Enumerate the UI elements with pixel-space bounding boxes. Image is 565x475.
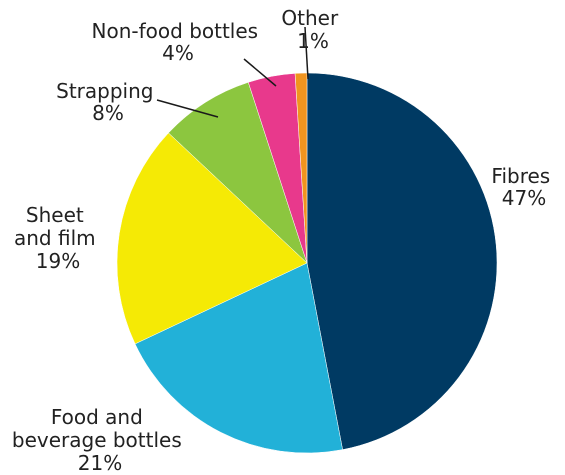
label-fibres: Fibres 47% [491, 164, 556, 210]
nonfood-leader-line [243, 58, 277, 87]
strapping-leader-line [156, 99, 219, 118]
label-nonfood-percent: 4% [162, 41, 194, 65]
label-food-percent: 21% [78, 451, 122, 475]
label-strapping-name: Strapping [56, 79, 153, 103]
label-fibres-percent: 47% [502, 186, 546, 210]
label-sheet-and-film: Sheet and film 19% [14, 203, 102, 273]
other-leader-line [304, 26, 309, 80]
label-other-percent: 1% [297, 29, 329, 53]
label-non-food-bottles: Non-food bottles 4% [92, 19, 265, 65]
label-food-line2: beverage bottles [12, 428, 182, 452]
label-sheet-line2: and film [14, 226, 96, 250]
pie-slice-strapping [168, 81, 308, 264]
label-nonfood-name: Non-food bottles [92, 19, 259, 43]
label-strapping-percent: 8% [92, 101, 124, 125]
pie-slice-fibres [306, 72, 498, 450]
pie-slice-food-and-beverage-bottles [134, 262, 343, 454]
pie-slice-sheet-and-film [116, 132, 308, 345]
pie-slices [116, 72, 498, 454]
label-sheet-line1: Sheet [26, 203, 84, 227]
label-food-beverage-bottles: Food and beverage bottles 21% [12, 405, 188, 475]
label-fibres-name: Fibres [491, 164, 550, 188]
label-other-name: Other [281, 6, 339, 30]
label-strapping: Strapping 8% [56, 79, 160, 125]
label-food-line1: Food and [51, 405, 143, 429]
label-sheet-percent: 19% [36, 249, 80, 273]
label-other: Other 1% [281, 6, 344, 53]
